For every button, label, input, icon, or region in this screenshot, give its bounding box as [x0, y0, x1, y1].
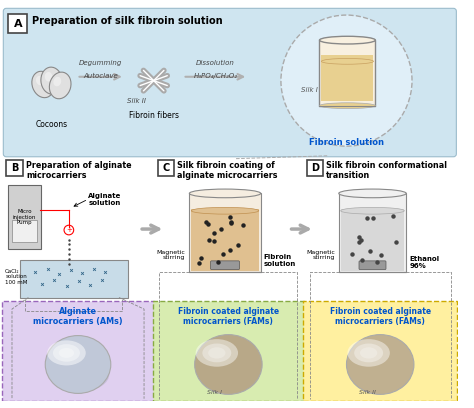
FancyBboxPatch shape	[2, 302, 154, 401]
Text: A: A	[13, 19, 22, 29]
Bar	[341, 209, 404, 271]
Text: H₃PO₄/CH₂O₂: H₃PO₄/CH₂O₂	[193, 73, 237, 79]
Text: Preparation of alginate
microcarriers: Preparation of alginate microcarriers	[27, 161, 132, 180]
Text: Alginate
solution: Alginate solution	[88, 193, 121, 206]
Text: Autoclave: Autoclave	[83, 73, 118, 79]
Ellipse shape	[36, 76, 44, 85]
Bar	[191, 209, 259, 271]
Text: Dissolution: Dissolution	[196, 60, 235, 66]
Ellipse shape	[360, 347, 377, 359]
Ellipse shape	[346, 335, 414, 395]
Ellipse shape	[341, 207, 404, 214]
Text: Silk II: Silk II	[359, 390, 376, 395]
Ellipse shape	[207, 357, 260, 391]
Text: Alginate
microcarriers (AMs): Alginate microcarriers (AMs)	[33, 307, 123, 326]
Text: Fibroin solution: Fibroin solution	[309, 138, 384, 147]
FancyBboxPatch shape	[303, 302, 457, 401]
FancyBboxPatch shape	[307, 160, 323, 176]
Circle shape	[64, 225, 73, 235]
Text: Magnetic
stirring: Magnetic stirring	[156, 250, 185, 260]
Ellipse shape	[45, 72, 53, 82]
Text: Ethanol
96%: Ethanol 96%	[409, 256, 439, 269]
Text: Magnetic
stirring: Magnetic stirring	[306, 250, 335, 260]
FancyBboxPatch shape	[359, 261, 386, 270]
Ellipse shape	[189, 189, 261, 198]
FancyBboxPatch shape	[319, 40, 375, 106]
Text: Silk I: Silk I	[207, 390, 222, 395]
Bar	[189, 193, 261, 273]
Text: Fibroin
solution: Fibroin solution	[264, 254, 296, 267]
Text: Fibroin fibers: Fibroin fibers	[128, 111, 179, 120]
Text: Fibroin coated alginate
microcarriers (FAMs): Fibroin coated alginate microcarriers (F…	[178, 307, 279, 326]
Ellipse shape	[32, 71, 54, 98]
Text: Silk II: Silk II	[127, 98, 146, 104]
Text: C: C	[162, 163, 169, 173]
Text: B: B	[11, 163, 18, 173]
FancyBboxPatch shape	[8, 14, 27, 33]
FancyBboxPatch shape	[8, 185, 41, 249]
Ellipse shape	[347, 339, 390, 367]
Ellipse shape	[53, 344, 80, 362]
Bar	[321, 55, 374, 101]
Ellipse shape	[54, 77, 61, 86]
Ellipse shape	[358, 357, 411, 391]
Text: Silk fibroin conformational
transition: Silk fibroin conformational transition	[326, 161, 447, 180]
Text: Fibroin coated alginate
microcarriers (FAMs): Fibroin coated alginate microcarriers (F…	[329, 307, 431, 326]
Ellipse shape	[319, 36, 375, 44]
Ellipse shape	[354, 344, 383, 362]
Text: Micro
injection
Pump: Micro injection Pump	[13, 209, 36, 225]
Ellipse shape	[321, 58, 374, 64]
FancyBboxPatch shape	[153, 302, 304, 401]
FancyBboxPatch shape	[3, 8, 456, 157]
Ellipse shape	[196, 339, 238, 367]
Circle shape	[281, 15, 412, 146]
FancyBboxPatch shape	[20, 260, 128, 299]
Ellipse shape	[202, 344, 231, 362]
FancyBboxPatch shape	[157, 160, 174, 176]
Ellipse shape	[195, 335, 262, 395]
Ellipse shape	[319, 103, 375, 109]
Text: +: +	[66, 227, 72, 233]
Ellipse shape	[208, 347, 226, 359]
Ellipse shape	[47, 340, 86, 366]
Text: Silk fibroin coating of
alginate microcarriers: Silk fibroin coating of alginate microca…	[177, 161, 277, 180]
Text: D: D	[311, 163, 319, 173]
Text: Degumming: Degumming	[79, 60, 122, 66]
Text: CaCl₂
solution
100 mM: CaCl₂ solution 100 mM	[5, 268, 27, 285]
Ellipse shape	[45, 335, 111, 393]
FancyBboxPatch shape	[6, 160, 23, 176]
Bar	[339, 193, 406, 273]
Ellipse shape	[49, 72, 71, 99]
FancyBboxPatch shape	[12, 220, 37, 242]
FancyBboxPatch shape	[210, 261, 239, 270]
Text: Cocoons: Cocoons	[36, 120, 68, 129]
Ellipse shape	[339, 189, 406, 198]
Ellipse shape	[59, 348, 74, 358]
Ellipse shape	[191, 207, 259, 214]
Ellipse shape	[41, 67, 62, 94]
Ellipse shape	[56, 357, 109, 391]
Text: Silk I: Silk I	[301, 87, 318, 93]
Text: Preparation of silk fibroin solution: Preparation of silk fibroin solution	[32, 16, 223, 26]
